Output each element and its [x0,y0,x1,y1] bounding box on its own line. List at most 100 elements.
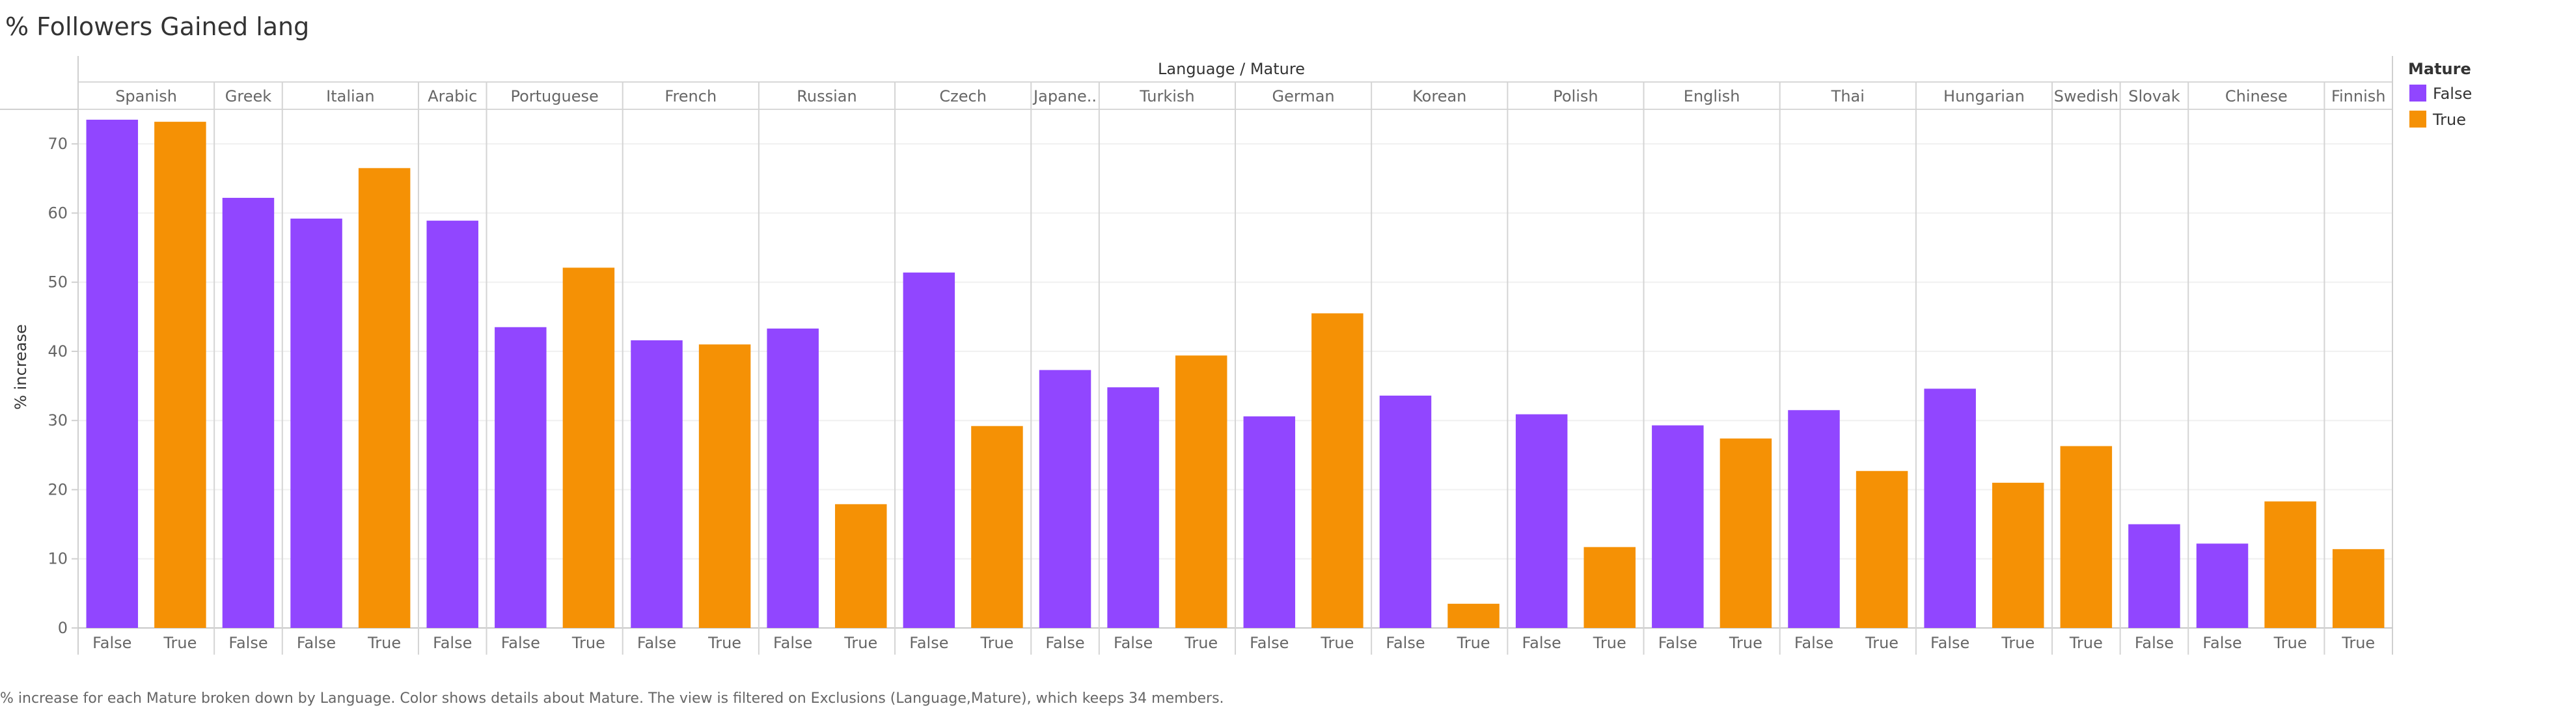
y-tick-label: 50 [48,273,68,292]
language-header: Portuguese [510,87,598,105]
bar-swedish-true[interactable] [2060,446,2113,628]
bar-russian-true[interactable] [835,504,887,628]
y-tick-label: 70 [48,135,68,153]
mature-label: False [1114,634,1153,652]
mature-label: False [1522,634,1561,652]
bars [86,119,2385,629]
bar-korean-true[interactable] [1447,603,1500,628]
mature-label: True [843,634,877,652]
mature-label: True [1729,634,1762,652]
legend-swatch-false [2409,85,2426,102]
bar-german-false[interactable] [1243,416,1296,628]
y-tick-label: 40 [48,342,68,361]
mature-label: False [2135,634,2174,652]
mature-label: True [1593,634,1626,652]
mature-label: False [773,634,812,652]
mature-label: True [367,634,401,652]
legend[interactable]: Mature False True [2408,60,2472,129]
language-header: Spanish [115,87,177,105]
bar-english-false[interactable] [1652,425,1704,628]
language-header: French [665,87,717,105]
bar-chinese-false[interactable] [2196,543,2249,628]
language-header: Polish [1553,87,1598,105]
mature-label: False [228,634,267,652]
language-header: Czech [939,87,987,105]
mature-label: False [1045,634,1084,652]
bar-spanish-true[interactable] [154,122,206,629]
language-header: Chinese [2225,87,2288,105]
bar-hungarian-false[interactable] [1924,388,1976,628]
bar-thai-true[interactable] [1856,470,1908,628]
mature-label: False [637,634,676,652]
bar-czech-true[interactable] [971,426,1023,628]
bar-italian-false[interactable] [290,218,342,628]
language-header: Japane.. [1032,87,1097,105]
language-header: Swedish [2054,87,2118,105]
legend-label-false[interactable]: False [2433,85,2472,103]
mature-label: False [1250,634,1289,652]
column-header: Language / Mature [1158,60,1305,78]
bar-turkish-false[interactable] [1107,387,1159,628]
chart-title: % Followers Gained lang [5,12,309,41]
bar-turkish-true[interactable] [1175,355,1227,628]
y-axis-title: % increase [12,324,30,410]
mature-label: True [1320,634,1354,652]
bar-polish-true[interactable] [1583,547,1636,628]
bar-arabic-false[interactable] [426,221,478,628]
bar-chinese-true[interactable] [2264,501,2316,628]
mature-label: False [2202,634,2241,652]
mature-label: True [1457,634,1490,652]
mature-label: False [909,634,948,652]
language-header: Turkish [1139,87,1194,105]
mature-label: True [2069,634,2103,652]
y-ticks: 0 10 20 30 40 50 60 70 [48,135,78,637]
language-header: German [1272,87,1335,105]
y-tick-label: 0 [58,619,68,637]
y-tick-label: 10 [48,550,68,568]
mature-label: False [1658,634,1697,652]
mature-label: False [433,634,472,652]
legend-label-true[interactable]: True [2432,111,2466,129]
bar-spanish-false[interactable] [86,119,139,628]
language-headers: Spanish Greek Italian Arabic Portuguese Frenc… [115,87,2385,105]
bar-finnish-true[interactable] [2332,549,2385,628]
bar-thai-false[interactable] [1788,410,1840,628]
mature-label: True [571,634,605,652]
mature-label: True [163,634,197,652]
bar-english-true[interactable] [1720,438,1772,628]
mature-label: False [1930,634,1969,652]
bar-german-true[interactable] [1311,313,1363,628]
bar-french-true[interactable] [698,344,751,628]
language-header: Korean [1412,87,1466,105]
bar-korean-false[interactable] [1379,395,1432,628]
mature-label: False [1794,634,1833,652]
bar-italian-true[interactable] [358,168,411,628]
bar-portuguese-true[interactable] [562,267,615,628]
caption: % increase for each Mature broken down b… [0,690,1224,707]
bar-czech-false[interactable] [903,272,955,629]
legend-title: Mature [2408,60,2471,78]
bar-greek-false[interactable] [222,198,275,628]
bar-portuguese-false[interactable] [495,327,547,628]
language-header: Greek [225,87,271,105]
bar-russian-false[interactable] [767,328,819,628]
mature-label: False [501,634,540,652]
language-header: Italian [326,87,374,105]
mature-label: False [92,634,131,652]
mature-label: True [980,634,1013,652]
language-header: Slovak [2128,87,2180,105]
mature-label: False [297,634,336,652]
language-header: English [1684,87,1740,105]
language-header: Thai [1831,87,1865,105]
mature-labels: False True False False True False False True Fal… [92,634,2375,652]
mature-label: True [1184,634,1218,652]
y-tick-label: 60 [48,204,68,222]
bar-hungarian-true[interactable] [1992,482,2044,628]
bar-french-false[interactable] [631,340,683,628]
bar-polish-false[interactable] [1515,414,1568,628]
y-tick-label: 20 [48,480,68,498]
bar-japanese-false[interactable] [1039,370,1091,628]
bar-slovak-false[interactable] [2128,524,2180,628]
legend-swatch-true [2409,111,2426,128]
